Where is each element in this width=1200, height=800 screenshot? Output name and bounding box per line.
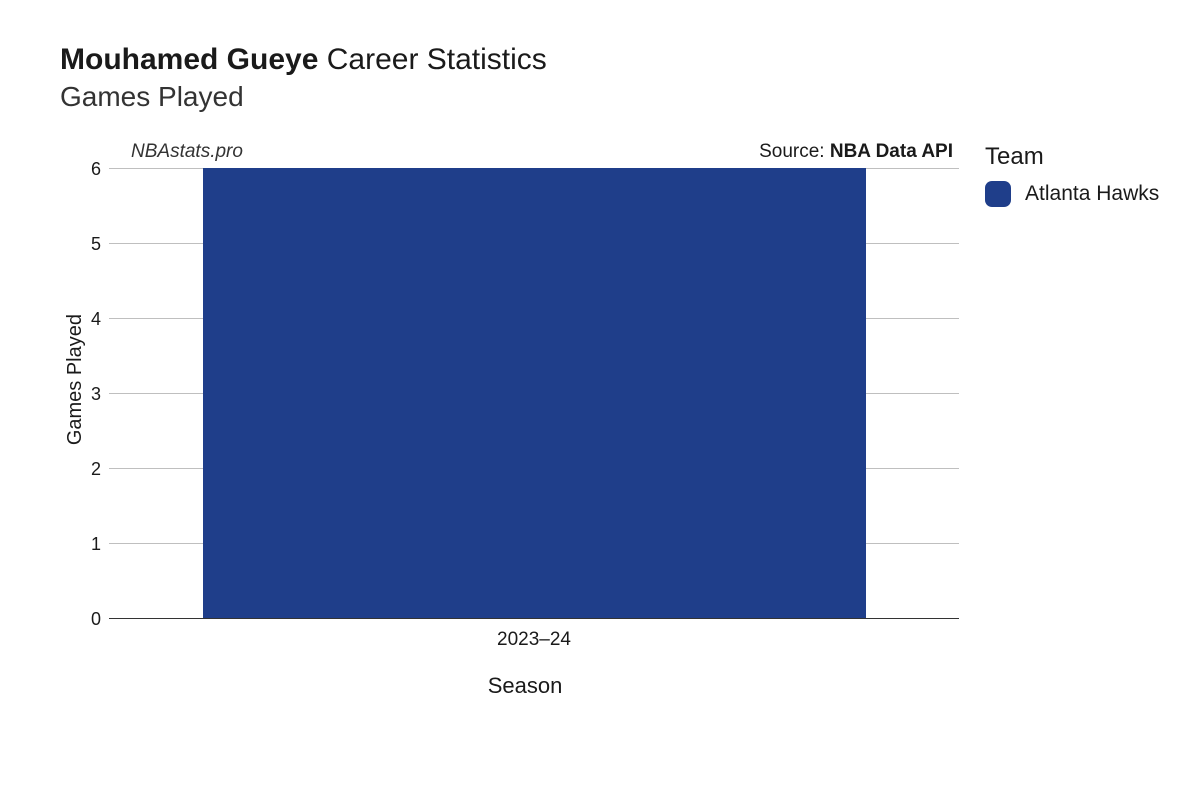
legend-label: Atlanta Hawks — [1025, 182, 1159, 206]
y-axis-title: Games Played — [60, 314, 91, 445]
source-attribution: Source: NBA Data API — [759, 141, 953, 163]
y-axis-ticks: 6543210 — [91, 169, 109, 619]
x-tick-label: 2023–24 — [109, 629, 959, 651]
source-name: NBA Data API — [830, 141, 953, 162]
plot-area — [109, 169, 959, 619]
source-label: Source: — [759, 141, 830, 162]
legend: Team Atlanta Hawks — [959, 141, 1159, 699]
chart-subtitle: Games Played — [60, 81, 1160, 113]
player-name: Mouhamed Gueye — [60, 43, 318, 76]
title-suffix: Career Statistics — [327, 43, 547, 76]
chart-title: Mouhamed Gueye Career Statistics — [60, 40, 1160, 79]
legend-swatch — [985, 181, 1011, 207]
x-axis-ticks: 2023–24 — [109, 619, 959, 651]
chart-meta-row: NBAstats.pro Source: NBA Data API — [91, 141, 959, 169]
x-axis-title: Season — [91, 651, 959, 699]
site-attribution: NBAstats.pro — [131, 141, 243, 163]
bar — [203, 168, 866, 618]
legend-item: Atlanta Hawks — [985, 181, 1159, 207]
legend-title: Team — [985, 143, 1159, 171]
